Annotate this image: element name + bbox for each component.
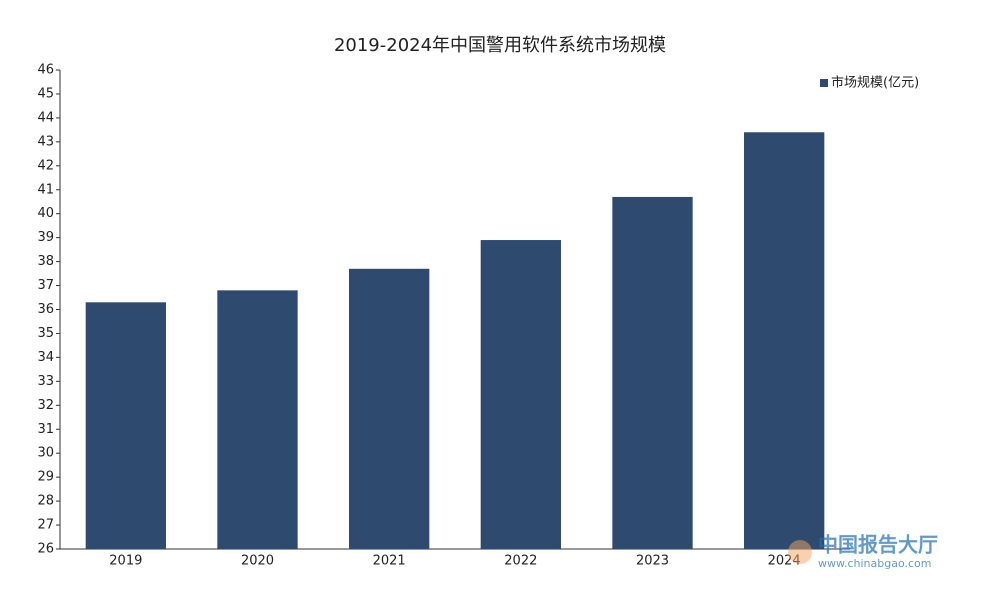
y-tick-label: 33	[37, 374, 54, 389]
y-tick-label: 27	[37, 518, 54, 533]
bar	[349, 268, 430, 549]
bar	[85, 302, 166, 549]
bar	[217, 290, 298, 549]
y-tick-label: 40	[37, 206, 54, 221]
watermark: 中国报告大厅 www.chinabgao.com	[788, 533, 938, 570]
legend-label: 市场规模(亿元)	[831, 75, 919, 91]
y-tick-label: 32	[37, 398, 54, 413]
y-tick-label: 28	[37, 494, 54, 509]
watermark-url: www.chinabgao.com	[818, 557, 932, 570]
y-tick-label: 31	[37, 422, 54, 437]
x-tick-label: 2022	[504, 554, 537, 569]
watermark-logo	[788, 540, 812, 564]
x-tick-label: 2020	[241, 554, 274, 569]
y-tick-label: 46	[37, 63, 54, 78]
x-tick-label: 2021	[373, 554, 406, 569]
x-tick-label: 2019	[109, 554, 142, 569]
y-tick-label: 30	[37, 446, 54, 461]
y-tick-label: 36	[37, 302, 54, 317]
x-tick-label: 2023	[636, 554, 669, 569]
chart-title: 2019-2024年中国警用软件系统市场规模	[334, 35, 666, 56]
y-tick-label: 38	[37, 254, 54, 269]
y-tick-label: 44	[37, 110, 54, 125]
y-tick-label: 26	[37, 542, 54, 557]
y-tick-label: 43	[37, 134, 54, 149]
y-tick-label: 41	[37, 182, 54, 197]
y-tick-label: 42	[37, 158, 54, 173]
y-tick-label: 35	[37, 326, 54, 341]
y-tick-label: 34	[37, 350, 54, 365]
bar	[612, 196, 693, 549]
y-tick-label: 45	[37, 86, 54, 101]
legend-swatch	[820, 79, 828, 87]
watermark-name: 中国报告大厅	[818, 533, 938, 557]
bar	[744, 132, 825, 549]
y-tick-label: 37	[37, 278, 54, 293]
bar	[480, 240, 561, 550]
y-tick-label: 29	[37, 470, 54, 485]
y-tick-label: 39	[37, 230, 54, 245]
